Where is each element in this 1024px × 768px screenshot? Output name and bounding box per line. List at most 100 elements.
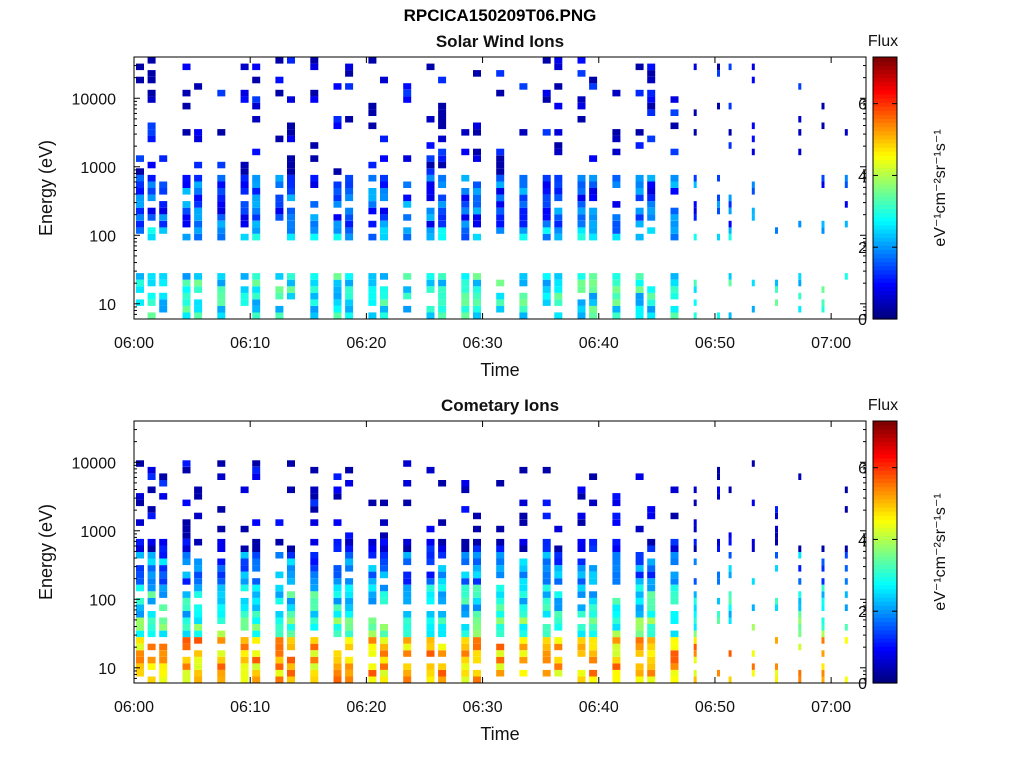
heatmap-cell bbox=[252, 279, 261, 287]
heatmap-cell bbox=[147, 578, 156, 585]
heatmap-cell bbox=[217, 181, 226, 188]
colorbar-segment bbox=[873, 552, 897, 557]
heatmap-cell bbox=[147, 676, 156, 683]
heatmap-cell bbox=[589, 273, 598, 280]
heatmap-cell bbox=[438, 312, 447, 319]
heatmap-cell bbox=[577, 571, 586, 579]
heatmap-cell bbox=[473, 194, 481, 202]
heatmap-cell bbox=[461, 578, 470, 585]
heatmap-cell bbox=[182, 181, 191, 188]
heatmap-cell bbox=[647, 135, 656, 143]
heatmap-cell bbox=[403, 305, 412, 313]
heatmap-cell bbox=[147, 227, 156, 234]
heatmap-cell bbox=[577, 214, 586, 221]
colorbar-segment bbox=[873, 249, 897, 255]
heatmap-cell bbox=[333, 676, 342, 683]
heatmap-cell bbox=[182, 617, 191, 624]
heatmap-cell bbox=[670, 188, 679, 195]
heatmap-cell bbox=[461, 597, 470, 605]
y-tick-label: 10 bbox=[98, 661, 116, 678]
heatmap-cell bbox=[310, 292, 319, 300]
heatmap-cell bbox=[612, 656, 621, 664]
heatmap-cell bbox=[380, 207, 388, 215]
heatmap-cell bbox=[240, 233, 249, 241]
heatmap-cell bbox=[589, 279, 598, 287]
heatmap-cell bbox=[577, 637, 586, 644]
heatmap-cell bbox=[542, 194, 551, 202]
heatmap-cell bbox=[275, 214, 284, 221]
heatmap-cell bbox=[159, 279, 168, 287]
heatmap-cell bbox=[670, 292, 679, 300]
heatmap-cell bbox=[577, 299, 586, 306]
heatmap-cell bbox=[368, 233, 377, 241]
heatmap-cell bbox=[368, 279, 377, 287]
heatmap-cell bbox=[717, 473, 720, 480]
heatmap-cell bbox=[647, 624, 656, 631]
heatmap-cell bbox=[635, 174, 644, 182]
heatmap-cell bbox=[217, 525, 226, 533]
heatmap-cell bbox=[217, 584, 226, 592]
heatmap-cell bbox=[194, 305, 203, 313]
heatmap-cell bbox=[844, 273, 848, 280]
heatmap-cell bbox=[647, 292, 656, 300]
heatmap-cell bbox=[345, 214, 354, 221]
heatmap-cell bbox=[426, 637, 435, 644]
heatmap-cell bbox=[136, 650, 144, 657]
heatmap-cell bbox=[194, 611, 203, 618]
heatmap-cell bbox=[693, 525, 697, 533]
heatmap-cell bbox=[670, 571, 679, 579]
heatmap-cell bbox=[589, 538, 598, 546]
heatmap-cell bbox=[345, 630, 354, 638]
heatmap-cell bbox=[717, 669, 720, 677]
heatmap-cell bbox=[403, 617, 412, 624]
heatmap-cell bbox=[589, 233, 598, 241]
heatmap-cell bbox=[647, 565, 656, 572]
heatmap-cell bbox=[647, 201, 656, 208]
heatmap-cell bbox=[519, 201, 528, 208]
heatmap-cell bbox=[542, 220, 551, 228]
heatmap-cell bbox=[647, 102, 656, 110]
heatmap-cell bbox=[821, 624, 825, 631]
heatmap-cell bbox=[635, 630, 644, 638]
heatmap-cell bbox=[182, 525, 191, 533]
heatmap-cell bbox=[426, 155, 435, 162]
heatmap-cell bbox=[345, 286, 354, 293]
heatmap-cell bbox=[693, 624, 697, 631]
heatmap-cell bbox=[612, 312, 621, 319]
heatmap-cell bbox=[194, 650, 203, 657]
heatmap-cell bbox=[589, 650, 598, 657]
heatmap-cell bbox=[647, 558, 656, 566]
heatmap-cell bbox=[252, 201, 261, 208]
heatmap-cell bbox=[403, 624, 412, 631]
heatmap-cell bbox=[438, 135, 447, 143]
heatmap-cell bbox=[554, 565, 563, 572]
heatmap-cell bbox=[612, 676, 621, 683]
heatmap-cell bbox=[589, 545, 598, 552]
heatmap-cell bbox=[496, 161, 505, 169]
heatmap-cell bbox=[368, 499, 377, 507]
heatmap-cell bbox=[554, 214, 563, 221]
heatmap-cell bbox=[519, 630, 528, 638]
heatmap-cell bbox=[647, 604, 656, 611]
heatmap-cell bbox=[147, 214, 156, 221]
heatmap-cell bbox=[473, 643, 481, 651]
heatmap-cell bbox=[647, 181, 656, 188]
plot-frame bbox=[133, 420, 867, 684]
heatmap-cell bbox=[438, 227, 447, 234]
heatmap-cell bbox=[798, 292, 802, 300]
heatmap-cell bbox=[496, 201, 505, 208]
heatmap-cell bbox=[182, 214, 191, 221]
heatmap-cell bbox=[345, 663, 354, 670]
heatmap-cell bbox=[635, 214, 644, 221]
colorbar-segment bbox=[873, 200, 897, 205]
heatmap-cell bbox=[438, 597, 447, 605]
heatmap-cell bbox=[380, 181, 388, 188]
heatmap-cell bbox=[182, 201, 191, 208]
heatmap-cell bbox=[519, 466, 528, 474]
colorbar-segment bbox=[873, 212, 897, 218]
heatmap-cell bbox=[798, 624, 802, 631]
heatmap-cell bbox=[217, 220, 226, 228]
heatmap-cell bbox=[136, 669, 144, 677]
colorbar-segment bbox=[873, 171, 897, 177]
heatmap-cell bbox=[217, 460, 226, 467]
